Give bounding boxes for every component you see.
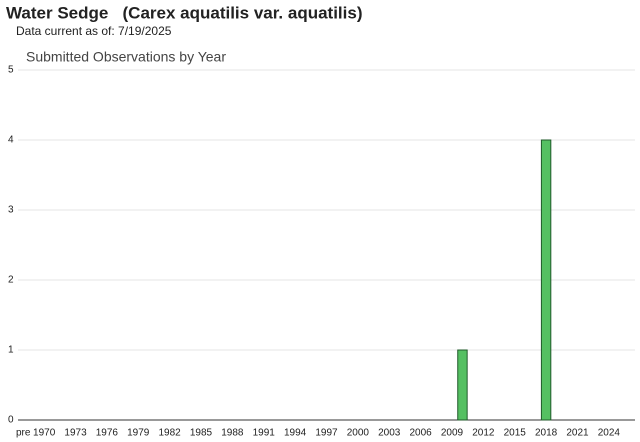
x-tick-label: 2003 [378, 428, 401, 439]
bar [540, 139, 552, 421]
chart-title: Submitted Observations by Year [26, 49, 226, 65]
x-tick-label: 2009 [441, 428, 464, 439]
x-tick-label: 1982 [159, 428, 182, 439]
page-subtitle: Data current as of: 7/19/2025 [16, 24, 172, 38]
x-tick-label: pre [16, 428, 31, 439]
x-tick-label: 1976 [96, 428, 119, 439]
x-tick-label: 1988 [221, 428, 244, 439]
x-tick-label: 2024 [598, 428, 621, 439]
x-tick-label: 1973 [64, 428, 87, 439]
y-tick-label: 1 [8, 345, 14, 356]
y-tick-label: 2 [8, 275, 14, 286]
x-tick-label: 2000 [347, 428, 370, 439]
x-tick-label: 2018 [535, 428, 558, 439]
y-tick-label: 5 [8, 65, 14, 76]
x-tick-label: 2012 [472, 428, 495, 439]
x-tick-label: 1997 [315, 428, 338, 439]
x-tick-label: 2021 [566, 428, 589, 439]
x-tick-label: 2006 [409, 428, 432, 439]
x-tick-label: 2015 [504, 428, 527, 439]
x-tick-label: 1991 [253, 428, 276, 439]
x-tick-label: 1970 [33, 428, 56, 439]
x-tick-label: 1985 [190, 428, 213, 439]
y-tick-label: 0 [8, 415, 14, 426]
x-tick-label: 1979 [127, 428, 150, 439]
page-title: Water Sedge (Carex aquatilis var. aquati… [6, 3, 363, 22]
x-tick-label: 1994 [284, 428, 307, 439]
y-tick-label: 4 [8, 135, 14, 146]
y-tick-label: 3 [8, 205, 14, 216]
bar [457, 349, 468, 421]
